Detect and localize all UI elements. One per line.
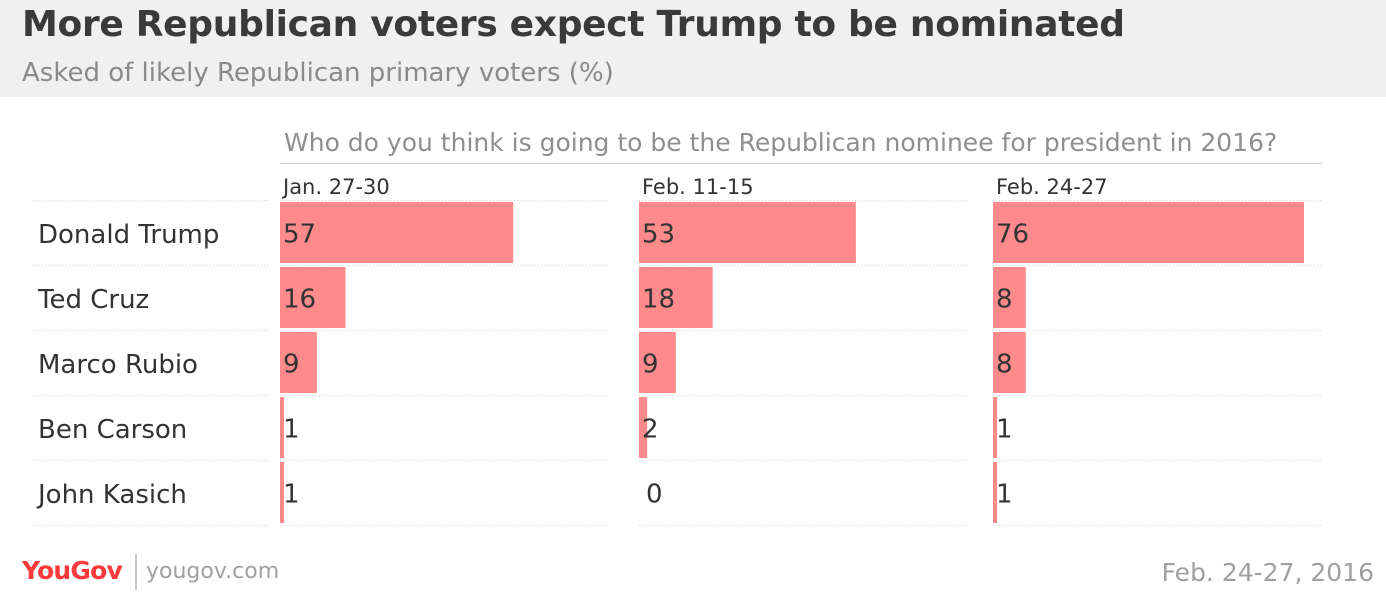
bar bbox=[993, 202, 1304, 263]
bar-value-label: 1 bbox=[996, 415, 1013, 445]
bar bbox=[993, 462, 998, 523]
bar-value-label: 1 bbox=[283, 415, 300, 445]
bar-value-label: 8 bbox=[996, 285, 1013, 315]
bar-value-label: 1 bbox=[996, 480, 1013, 510]
series-label: Feb. 11-15 bbox=[642, 175, 754, 199]
bar bbox=[280, 267, 346, 328]
bar-value-label: 8 bbox=[996, 350, 1013, 380]
bar-value-label: 1 bbox=[283, 480, 300, 510]
bar bbox=[639, 332, 676, 393]
bar-value-label: 9 bbox=[642, 350, 659, 380]
bar bbox=[993, 397, 998, 458]
bar bbox=[639, 397, 648, 458]
bar-value-label: 53 bbox=[642, 220, 675, 250]
survey-question: Who do you think is going to be the Repu… bbox=[284, 128, 1278, 157]
series-label: Jan. 27-30 bbox=[281, 175, 390, 199]
category-label: Ben Carson bbox=[38, 415, 187, 445]
bar bbox=[280, 332, 317, 393]
bar-value-label: 9 bbox=[283, 350, 300, 380]
category-label: Ted Cruz bbox=[37, 285, 149, 315]
chart-title: More Republican voters expect Trump to b… bbox=[22, 4, 1125, 45]
bar-value-label: 16 bbox=[283, 285, 316, 315]
bar-value-label: 57 bbox=[283, 220, 316, 250]
chart-subtitle: Asked of likely Republican primary voter… bbox=[22, 58, 614, 88]
category-label: John Kasich bbox=[36, 480, 187, 510]
bar-value-label: 76 bbox=[996, 220, 1029, 250]
header-band bbox=[0, 0, 1386, 97]
category-label: Marco Rubio bbox=[38, 350, 198, 380]
category-label: Donald Trump bbox=[38, 220, 219, 250]
bar-value-label: 2 bbox=[642, 415, 659, 445]
yougov-logo: YouGov bbox=[22, 556, 123, 585]
footer-date: Feb. 24-27, 2016 bbox=[1161, 558, 1374, 587]
bar bbox=[280, 202, 514, 263]
bar-value-label: 0 bbox=[646, 480, 663, 510]
bar bbox=[993, 267, 1026, 328]
bar bbox=[993, 332, 1026, 393]
bar bbox=[639, 202, 856, 263]
bar bbox=[280, 462, 285, 523]
bar bbox=[639, 267, 713, 328]
question-underline bbox=[280, 163, 1322, 164]
footer-url[interactable]: yougov.com bbox=[146, 559, 280, 584]
footer-separator bbox=[135, 554, 137, 590]
bar bbox=[280, 397, 285, 458]
bar-value-label: 18 bbox=[642, 285, 675, 315]
series-label: Feb. 24-27 bbox=[996, 175, 1108, 199]
